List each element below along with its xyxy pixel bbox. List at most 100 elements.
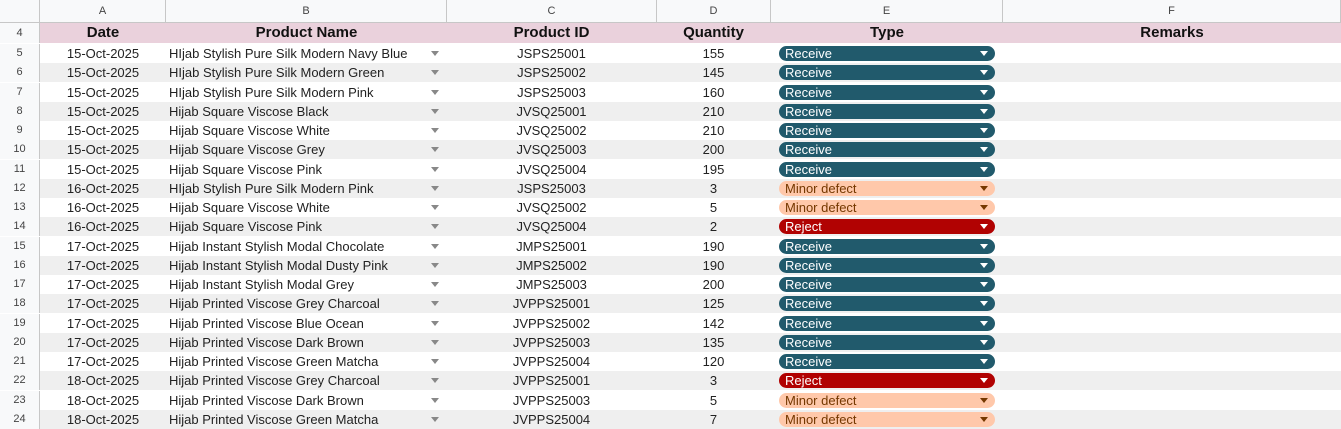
row-number[interactable]: 23 bbox=[0, 390, 40, 410]
dropdown-arrow-icon[interactable] bbox=[431, 166, 439, 172]
remarks-cell[interactable] bbox=[1003, 391, 1341, 410]
type-dropdown-chip[interactable]: Receive bbox=[779, 123, 995, 138]
date-cell[interactable]: 17-Oct-2025 bbox=[66, 257, 140, 273]
date-cell[interactable]: 15-Oct-2025 bbox=[66, 84, 140, 100]
dropdown-arrow-icon[interactable] bbox=[431, 128, 439, 133]
remarks-cell[interactable] bbox=[1003, 333, 1341, 352]
type-dropdown-chip[interactable]: Receive bbox=[779, 296, 995, 312]
date-cell[interactable]: 16-Oct-2025 bbox=[66, 180, 140, 196]
dropdown-arrow-icon[interactable] bbox=[431, 70, 439, 76]
date-cell[interactable]: 15-Oct-2025 bbox=[66, 161, 140, 177]
dropdown-arrow-icon[interactable] bbox=[431, 339, 439, 345]
column-header-b[interactable]: B bbox=[166, 0, 447, 22]
date-cell[interactable]: 16-Oct-2025 bbox=[66, 200, 140, 215]
product-id-cell[interactable]: JMPS25002 bbox=[516, 257, 587, 273]
header-date[interactable]: Date bbox=[86, 24, 120, 41]
product-id-cell[interactable]: JVPPS25002 bbox=[512, 315, 591, 331]
dropdown-arrow-icon[interactable] bbox=[431, 51, 439, 56]
type-dropdown-chip[interactable]: Receive bbox=[779, 257, 995, 273]
quantity-cell[interactable]: 210 bbox=[702, 123, 725, 138]
product-name-cell[interactable]: HIjab Stylish Pure Silk Modern Green bbox=[169, 65, 385, 81]
row-number[interactable]: 14 bbox=[0, 217, 40, 237]
product-name-cell[interactable]: Hijab Square Viscose Pink bbox=[169, 219, 322, 235]
date-cell[interactable]: 15-Oct-2025 bbox=[66, 65, 140, 81]
quantity-cell[interactable]: 120 bbox=[702, 354, 725, 369]
quantity-cell[interactable]: 160 bbox=[702, 84, 725, 100]
product-name-cell[interactable]: Hijab Square Viscose White bbox=[169, 123, 330, 138]
date-cell[interactable]: 17-Oct-2025 bbox=[66, 354, 140, 369]
date-cell[interactable]: 15-Oct-2025 bbox=[66, 142, 140, 158]
quantity-cell[interactable]: 135 bbox=[702, 334, 725, 350]
date-cell[interactable]: 17-Oct-2025 bbox=[66, 296, 140, 312]
product-id-cell[interactable]: JVSQ25001 bbox=[516, 103, 587, 119]
product-name-cell[interactable]: Hijab Printed Viscose Blue Ocean bbox=[169, 315, 364, 331]
date-cell[interactable]: 17-Oct-2025 bbox=[66, 277, 140, 292]
row-number[interactable]: 13 bbox=[0, 198, 40, 217]
remarks-cell[interactable] bbox=[1003, 121, 1341, 140]
date-cell[interactable]: 15-Oct-2025 bbox=[66, 46, 140, 61]
date-cell[interactable]: 17-Oct-2025 bbox=[66, 238, 140, 254]
product-name-cell[interactable]: Hijab Printed Viscose Grey Charcoal bbox=[169, 296, 380, 312]
product-name-cell[interactable]: Hijab Printed Viscose Green Matcha bbox=[169, 354, 379, 369]
remarks-cell[interactable] bbox=[1003, 237, 1341, 256]
remarks-cell[interactable] bbox=[1003, 217, 1341, 236]
type-dropdown-chip[interactable]: Receive bbox=[779, 46, 995, 61]
type-dropdown-chip[interactable]: Reject bbox=[779, 373, 995, 389]
type-dropdown-chip[interactable]: Minor defect bbox=[779, 180, 995, 196]
product-name-cell[interactable]: Hijab Instant Stylish Modal Dusty Pink bbox=[169, 257, 388, 273]
product-name-cell[interactable]: Hijab Instant Stylish Modal Chocolate bbox=[169, 238, 385, 254]
type-dropdown-chip[interactable]: Reject bbox=[779, 219, 995, 235]
remarks-cell[interactable] bbox=[1003, 102, 1341, 121]
row-number[interactable]: 18 bbox=[0, 294, 40, 314]
product-name-cell[interactable]: Hijab Instant Stylish Modal Grey bbox=[169, 277, 354, 292]
row-number[interactable]: 7 bbox=[0, 82, 40, 102]
product-id-cell[interactable]: JSPS25001 bbox=[517, 46, 586, 61]
quantity-cell[interactable]: 155 bbox=[702, 46, 725, 61]
product-id-cell[interactable]: JSPS25003 bbox=[517, 180, 586, 196]
date-cell[interactable]: 18-Oct-2025 bbox=[66, 392, 140, 408]
product-name-cell[interactable]: Hijab Square Viscose Black bbox=[169, 103, 329, 119]
row-number[interactable]: 19 bbox=[0, 313, 40, 333]
product-id-cell[interactable]: JVPPS25003 bbox=[512, 392, 591, 408]
type-dropdown-chip[interactable]: Receive bbox=[779, 84, 995, 100]
product-name-cell[interactable]: Hijab Printed Viscose Dark Brown bbox=[169, 392, 364, 408]
product-id-cell[interactable]: JVSQ25004 bbox=[516, 161, 587, 177]
row-number[interactable]: 8 bbox=[0, 101, 40, 121]
header-product-id[interactable]: Product ID bbox=[513, 24, 590, 41]
product-id-cell[interactable]: JVPPS25001 bbox=[512, 373, 591, 389]
remarks-cell[interactable] bbox=[1003, 314, 1341, 333]
remarks-cell[interactable] bbox=[1003, 275, 1341, 294]
product-id-cell[interactable]: JSPS25003 bbox=[517, 84, 586, 100]
remarks-cell[interactable] bbox=[1003, 198, 1341, 217]
type-dropdown-chip[interactable]: Receive bbox=[779, 277, 995, 292]
dropdown-arrow-icon[interactable] bbox=[431, 89, 439, 95]
quantity-cell[interactable]: 145 bbox=[702, 65, 725, 81]
product-name-cell[interactable]: Hijab Printed Viscose Green Matcha bbox=[169, 411, 379, 427]
row-number[interactable]: 22 bbox=[0, 371, 40, 391]
product-id-cell[interactable]: JVSQ25002 bbox=[516, 200, 587, 215]
remarks-cell[interactable] bbox=[1003, 160, 1341, 179]
quantity-cell[interactable]: 195 bbox=[702, 161, 725, 177]
product-name-cell[interactable]: Hijab Square Viscose White bbox=[169, 200, 330, 215]
quantity-cell[interactable]: 210 bbox=[702, 103, 725, 119]
quantity-cell[interactable]: 3 bbox=[709, 180, 718, 196]
row-number[interactable]: 20 bbox=[0, 332, 40, 352]
remarks-cell[interactable] bbox=[1003, 371, 1341, 390]
type-dropdown-chip[interactable]: Receive bbox=[779, 238, 995, 254]
dropdown-arrow-icon[interactable] bbox=[431, 243, 439, 249]
date-cell[interactable]: 17-Oct-2025 bbox=[66, 334, 140, 350]
dropdown-arrow-icon[interactable] bbox=[431, 378, 439, 384]
date-cell[interactable]: 18-Oct-2025 bbox=[66, 373, 140, 389]
dropdown-arrow-icon[interactable] bbox=[431, 147, 439, 153]
product-id-cell[interactable]: JMPS25001 bbox=[516, 238, 587, 254]
type-dropdown-chip[interactable]: Minor defect bbox=[779, 392, 995, 408]
column-header-e[interactable]: E bbox=[771, 0, 1003, 22]
product-name-cell[interactable]: HIjab Stylish Pure Silk Modern Pink bbox=[169, 84, 374, 100]
quantity-cell[interactable]: 7 bbox=[709, 411, 718, 427]
product-name-cell[interactable]: HIjab Stylish Pure Silk Modern Navy Blue bbox=[169, 46, 408, 61]
dropdown-arrow-icon[interactable] bbox=[431, 320, 439, 326]
quantity-cell[interactable]: 5 bbox=[709, 392, 718, 408]
product-id-cell[interactable]: JVPPS25004 bbox=[512, 354, 591, 369]
row-number[interactable]: 24 bbox=[0, 409, 40, 429]
product-id-cell[interactable]: JMPS25003 bbox=[516, 277, 587, 292]
